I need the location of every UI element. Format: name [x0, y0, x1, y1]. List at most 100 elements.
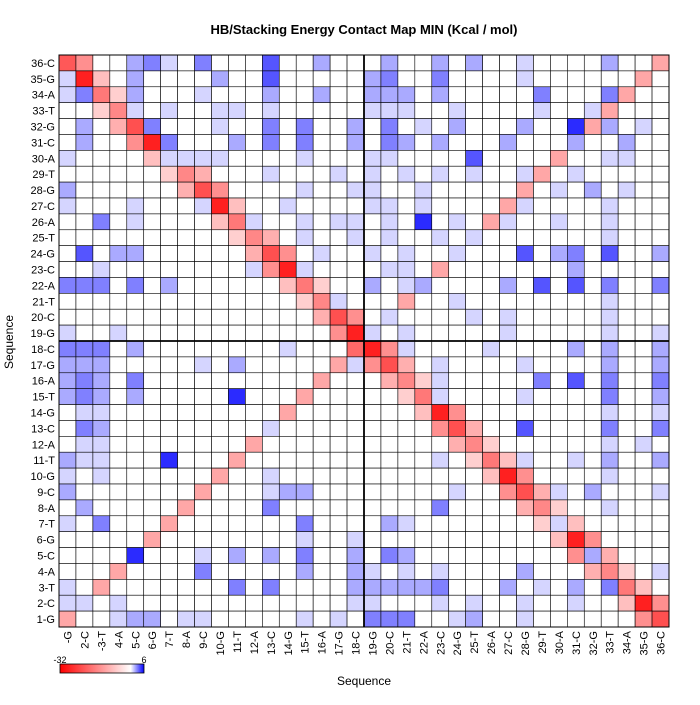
heatmap-cell: [262, 594, 280, 612]
heatmap-cell: [634, 86, 653, 103]
heatmap-cell: [194, 86, 212, 103]
heatmap-cell: [617, 181, 636, 199]
heatmap-cell: [143, 579, 161, 596]
heatmap-cells: [58, 54, 670, 628]
heatmap-cell: [448, 245, 466, 262]
heatmap-cell: [329, 404, 348, 421]
heatmap-cell: [194, 451, 212, 469]
heatmap-cell: [448, 372, 466, 389]
heatmap-cell: [651, 118, 670, 135]
x-tick-label: 22-A: [418, 630, 430, 654]
colorbar: [59, 663, 145, 674]
x-tick-label: 24-G: [452, 631, 464, 655]
heatmap-cell: [499, 483, 517, 501]
heatmap-cell: [126, 324, 145, 342]
heatmap-cell: [583, 293, 602, 310]
heatmap-cell: [346, 340, 365, 358]
heatmap-cell: [634, 54, 653, 72]
heatmap-cell: [583, 70, 602, 88]
heatmap-cell: [92, 483, 111, 501]
heatmap-cell: [634, 483, 653, 501]
heatmap-cell: [651, 610, 670, 628]
heatmap-cell: [177, 563, 195, 580]
heatmap-cell: [58, 451, 77, 469]
heatmap-cell: [295, 324, 314, 342]
heatmap-cell: [211, 436, 229, 453]
heatmap-cell: [92, 197, 111, 215]
heatmap-cell: [177, 181, 195, 199]
heatmap-cell: [92, 499, 111, 517]
heatmap-cell: [380, 404, 399, 421]
heatmap-cell: [245, 483, 263, 501]
heatmap-cell: [262, 547, 280, 564]
heatmap-cell: [634, 181, 653, 199]
heatmap-cell: [397, 372, 416, 389]
heatmap-cell: [109, 499, 128, 517]
heatmap-cell: [499, 531, 517, 548]
heatmap-cell: [634, 547, 653, 564]
heatmap-cell: [448, 340, 466, 358]
heatmap-cell: [567, 181, 585, 199]
heatmap-cell: [160, 293, 178, 310]
heatmap-cell: [109, 515, 128, 532]
heatmap-cell: [499, 134, 517, 151]
heatmap-cell: [228, 594, 246, 612]
heatmap-cell: [143, 134, 161, 151]
heatmap-cell: [278, 324, 297, 342]
heatmap-cell: [533, 372, 551, 389]
heatmap-cell: [533, 134, 551, 151]
heatmap-cell: [567, 420, 585, 437]
heatmap-cell: [194, 594, 212, 612]
heatmap-cell: [448, 229, 466, 246]
heatmap-cell: [600, 70, 619, 88]
heatmap-cell: [143, 610, 161, 628]
heatmap-cell: [58, 563, 77, 580]
heatmap-cell: [583, 340, 602, 358]
heatmap-cell: [278, 563, 297, 580]
heatmap-cell: [329, 308, 348, 326]
heatmap-cell: [533, 277, 551, 294]
heatmap-cell: [583, 54, 602, 72]
heatmap-cell: [380, 102, 399, 119]
heatmap-cell: [414, 340, 433, 358]
heatmap-cell: [431, 181, 450, 199]
heatmap-cell: [651, 86, 670, 103]
heatmap-cell: [634, 515, 653, 532]
heatmap-cell: [634, 213, 653, 231]
heatmap-cell: [262, 102, 280, 119]
heatmap-cell: [312, 404, 331, 421]
heatmap-cell: [550, 372, 568, 389]
heatmap-cell: [228, 372, 246, 389]
heatmap-cell: [245, 102, 263, 119]
heatmap-cell: [194, 118, 212, 135]
heatmap-cell: [499, 372, 517, 389]
heatmap-cell: [58, 261, 77, 278]
heatmap-cell: [448, 134, 466, 151]
heatmap-cell: [583, 134, 602, 151]
heatmap-cell: [533, 610, 551, 628]
heatmap-cell: [329, 483, 348, 501]
heatmap-cell: [499, 467, 517, 485]
heatmap-cell: [228, 499, 246, 517]
heatmap-cell: [567, 547, 585, 564]
heatmap-cell: [109, 563, 128, 580]
heatmap-cell: [58, 324, 77, 342]
heatmap-cell: [600, 54, 619, 72]
heatmap-cell: [160, 213, 178, 231]
heatmap-cell: [92, 165, 111, 183]
heatmap-cell: [160, 404, 178, 421]
heatmap-cell: [465, 277, 483, 294]
heatmap-cell: [58, 213, 77, 231]
heatmap-cell: [363, 531, 382, 548]
heatmap-cell: [92, 86, 111, 103]
heatmap-cell: [143, 150, 161, 167]
heatmap-cell: [482, 54, 500, 72]
heatmap-cell: [194, 356, 212, 374]
heatmap-cell: [617, 467, 636, 485]
heatmap-cell: [346, 213, 365, 231]
heatmap-cell: [278, 610, 297, 628]
heatmap-cell: [516, 324, 534, 342]
heatmap-cell: [75, 293, 94, 310]
heatmap-cell: [600, 213, 619, 231]
heatmap-cell: [516, 594, 534, 612]
